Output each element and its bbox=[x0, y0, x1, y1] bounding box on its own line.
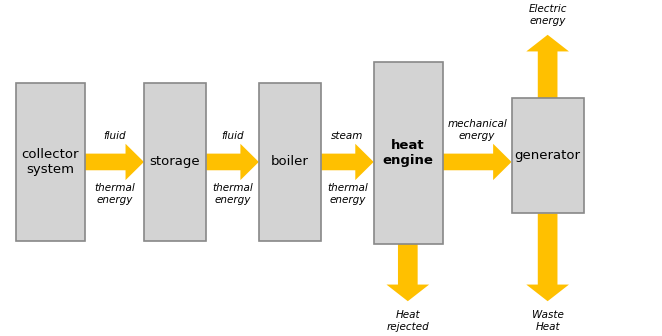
FancyBboxPatch shape bbox=[373, 62, 443, 244]
FancyArrow shape bbox=[85, 144, 144, 180]
Text: Waste
Heat: Waste Heat bbox=[532, 310, 563, 332]
FancyArrow shape bbox=[526, 213, 569, 301]
Text: thermal
energy: thermal energy bbox=[94, 183, 135, 205]
FancyBboxPatch shape bbox=[259, 83, 321, 241]
Text: Electric
energy: Electric energy bbox=[528, 4, 567, 26]
Text: fluid: fluid bbox=[103, 131, 126, 141]
Text: thermal
energy: thermal energy bbox=[327, 183, 368, 205]
Text: mechanical
energy: mechanical energy bbox=[448, 119, 507, 141]
FancyArrow shape bbox=[443, 144, 512, 180]
Text: boiler: boiler bbox=[271, 156, 309, 168]
Text: steam: steam bbox=[331, 131, 363, 141]
Text: heat
engine: heat engine bbox=[383, 139, 434, 167]
FancyArrow shape bbox=[387, 244, 429, 301]
Text: collector
system: collector system bbox=[22, 148, 79, 176]
Text: storage: storage bbox=[150, 156, 201, 168]
Text: thermal
energy: thermal energy bbox=[212, 183, 253, 205]
FancyBboxPatch shape bbox=[512, 98, 584, 213]
FancyArrow shape bbox=[321, 144, 373, 180]
FancyArrow shape bbox=[207, 144, 259, 180]
Text: Heat
rejected: Heat rejected bbox=[387, 310, 429, 332]
Text: fluid: fluid bbox=[221, 131, 244, 141]
Text: generator: generator bbox=[514, 150, 581, 162]
FancyBboxPatch shape bbox=[16, 83, 85, 241]
FancyArrow shape bbox=[526, 35, 569, 98]
FancyBboxPatch shape bbox=[144, 83, 207, 241]
